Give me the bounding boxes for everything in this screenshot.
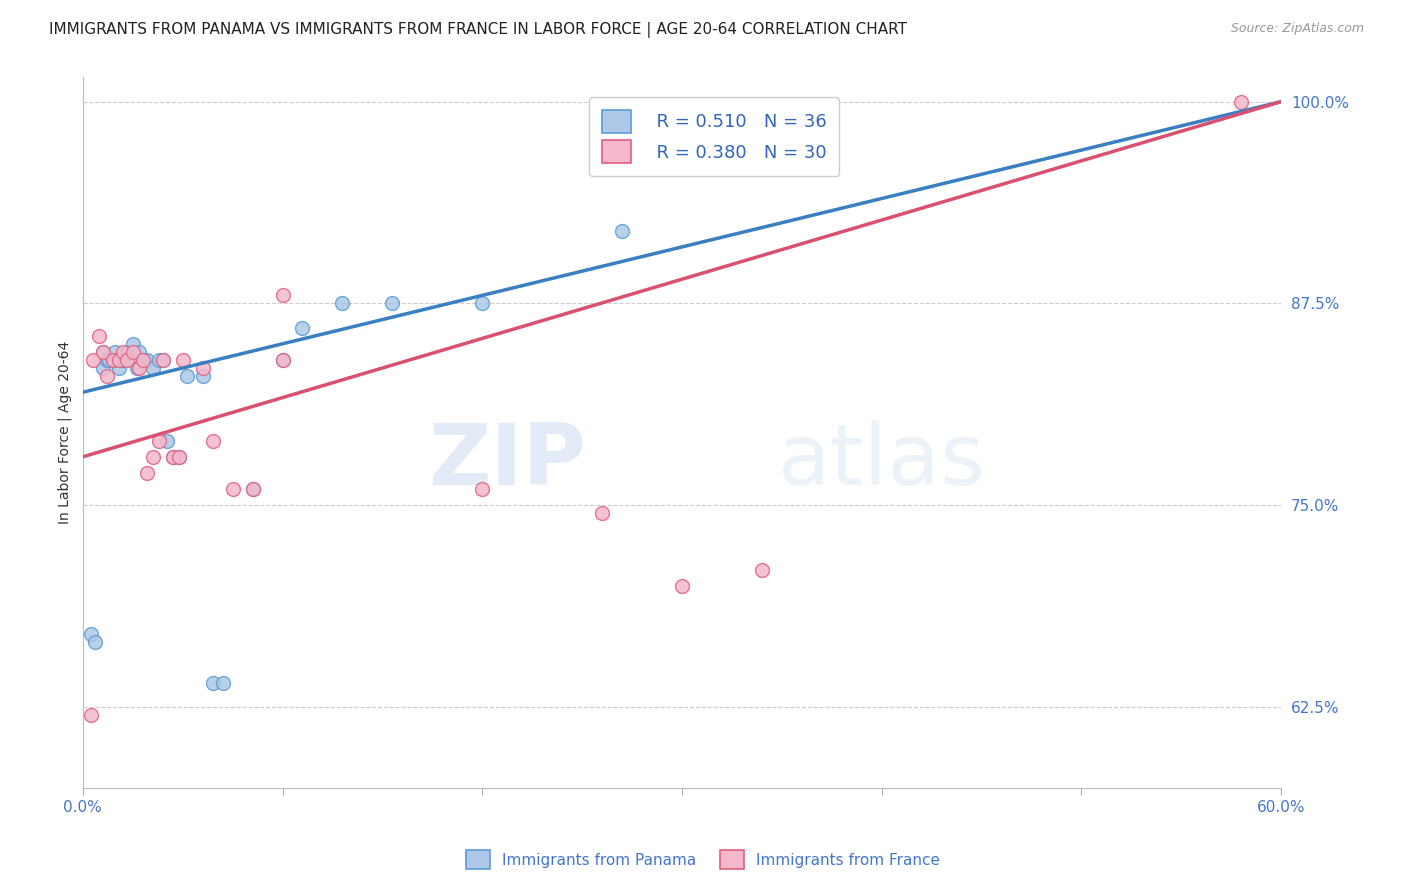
Point — [128, 344, 150, 359]
Point — [91, 344, 114, 359]
Point — [118, 344, 141, 359]
Point — [271, 353, 294, 368]
Point — [101, 353, 124, 368]
Point — [107, 361, 129, 376]
Point — [125, 361, 148, 376]
Point — [332, 296, 354, 310]
Point — [131, 353, 153, 368]
Point — [131, 353, 153, 368]
Point — [1230, 95, 1253, 109]
Point — [162, 450, 184, 464]
Text: atlas: atlas — [778, 419, 986, 502]
Point — [242, 482, 264, 496]
Point — [111, 353, 134, 368]
Point — [152, 353, 174, 368]
Point — [211, 675, 233, 690]
Legend:   R = 0.510   N = 36,   R = 0.380   N = 30: R = 0.510 N = 36, R = 0.380 N = 30 — [589, 97, 839, 176]
Point — [91, 344, 114, 359]
Point — [91, 361, 114, 376]
Point — [142, 450, 165, 464]
Point — [104, 344, 127, 359]
Point — [471, 296, 494, 310]
Point — [128, 361, 150, 376]
Point — [121, 344, 143, 359]
Point — [135, 466, 157, 480]
Point — [96, 369, 118, 384]
Text: ZIP: ZIP — [429, 419, 586, 502]
Point — [167, 450, 190, 464]
Point — [471, 482, 494, 496]
Point — [271, 288, 294, 302]
Point — [221, 482, 243, 496]
Point — [111, 353, 134, 368]
Point — [242, 482, 264, 496]
Text: IMMIGRANTS FROM PANAMA VS IMMIGRANTS FROM FRANCE IN LABOR FORCE | AGE 20-64 CORR: IMMIGRANTS FROM PANAMA VS IMMIGRANTS FRO… — [49, 22, 907, 38]
Point — [80, 627, 103, 641]
Point — [271, 353, 294, 368]
Point — [82, 353, 104, 368]
Point — [291, 320, 314, 334]
Point — [142, 361, 165, 376]
Point — [97, 353, 120, 368]
Point — [191, 361, 214, 376]
Point — [201, 434, 224, 448]
Point — [80, 708, 103, 723]
Point — [167, 450, 190, 464]
Point — [115, 344, 138, 359]
Point — [148, 353, 170, 368]
Point — [671, 579, 693, 593]
Point — [710, 159, 733, 173]
Point — [162, 450, 184, 464]
Point — [87, 328, 110, 343]
Point — [156, 434, 179, 448]
Point — [96, 353, 118, 368]
Point — [121, 336, 143, 351]
Point — [176, 369, 198, 384]
Point — [148, 434, 170, 448]
Point — [152, 353, 174, 368]
Point — [115, 353, 138, 368]
Text: Source: ZipAtlas.com: Source: ZipAtlas.com — [1230, 22, 1364, 36]
Point — [172, 353, 194, 368]
Point — [610, 224, 633, 238]
Point — [135, 353, 157, 368]
Legend: Immigrants from Panama, Immigrants from France: Immigrants from Panama, Immigrants from … — [460, 844, 946, 875]
Point — [201, 675, 224, 690]
Point — [101, 353, 124, 368]
Point — [83, 635, 105, 649]
Point — [111, 344, 134, 359]
Point — [751, 563, 773, 577]
Point — [381, 296, 404, 310]
Y-axis label: In Labor Force | Age 20-64: In Labor Force | Age 20-64 — [58, 341, 72, 524]
Point — [591, 506, 613, 520]
Point — [107, 353, 129, 368]
Point — [191, 369, 214, 384]
